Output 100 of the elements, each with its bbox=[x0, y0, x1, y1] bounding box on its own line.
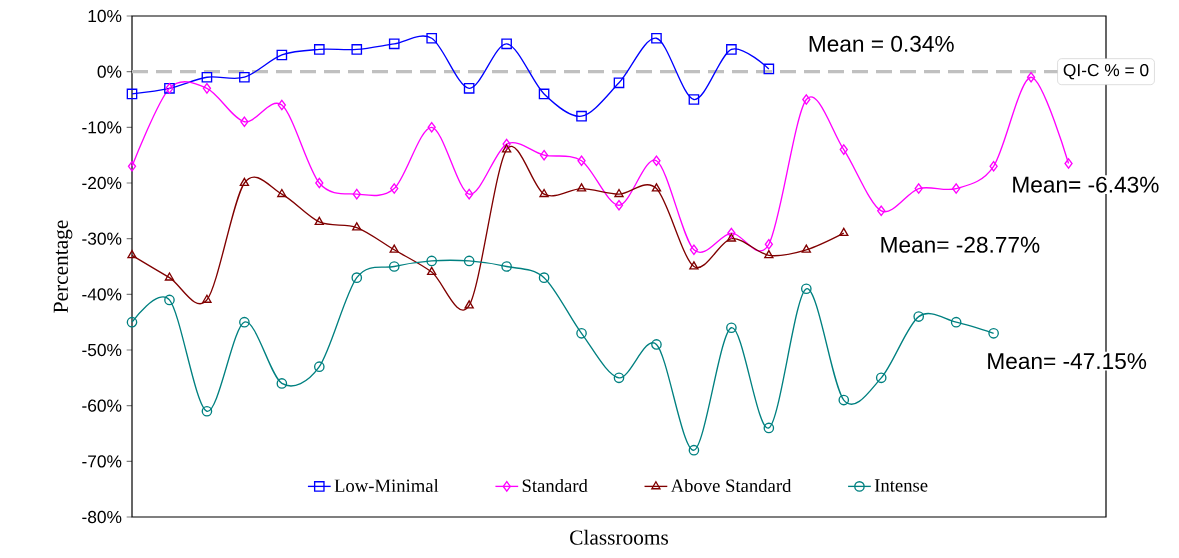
point bbox=[202, 83, 212, 94]
y-tick-label: -10% bbox=[82, 121, 122, 134]
point bbox=[613, 372, 625, 384]
point bbox=[352, 188, 361, 200]
point bbox=[913, 311, 925, 322]
point bbox=[426, 266, 437, 276]
point bbox=[763, 422, 775, 434]
point bbox=[164, 272, 175, 281]
point bbox=[1064, 158, 1073, 169]
point bbox=[652, 155, 661, 167]
point bbox=[314, 216, 325, 225]
point bbox=[875, 372, 887, 384]
point bbox=[802, 94, 811, 105]
point bbox=[351, 44, 363, 55]
point bbox=[427, 122, 436, 133]
point bbox=[240, 116, 249, 128]
point bbox=[277, 188, 287, 198]
point bbox=[464, 300, 474, 309]
point bbox=[388, 38, 400, 50]
point bbox=[989, 160, 998, 172]
point bbox=[689, 261, 699, 270]
annotation: Mean= -28.77% bbox=[881, 236, 1040, 253]
point bbox=[613, 77, 625, 89]
annotation: Mean = 0.34% bbox=[809, 35, 954, 52]
point bbox=[651, 183, 662, 192]
point bbox=[501, 144, 512, 153]
point bbox=[801, 244, 812, 253]
point bbox=[239, 177, 250, 187]
point bbox=[914, 183, 923, 194]
point bbox=[463, 83, 475, 94]
point bbox=[501, 261, 512, 272]
point bbox=[727, 227, 736, 239]
point bbox=[239, 316, 250, 328]
point bbox=[614, 199, 624, 211]
point bbox=[390, 183, 399, 194]
point bbox=[838, 394, 850, 406]
point bbox=[576, 183, 587, 192]
point bbox=[501, 38, 512, 50]
point bbox=[539, 188, 549, 198]
y-tick-label: -70% bbox=[82, 455, 122, 468]
point bbox=[538, 88, 550, 100]
y-axis-title: Percentage bbox=[53, 220, 73, 313]
legend-label: Low-Minimal bbox=[334, 478, 439, 493]
x-axis-title: Classrooms bbox=[570, 529, 669, 545]
point bbox=[877, 205, 886, 217]
point bbox=[276, 49, 288, 61]
point bbox=[764, 250, 774, 259]
y-tick-label: -60% bbox=[82, 399, 122, 412]
annotation: Mean= -47.15% bbox=[988, 353, 1147, 370]
y-tick-label: 10% bbox=[88, 9, 122, 23]
point bbox=[201, 405, 213, 417]
point bbox=[688, 444, 700, 456]
point bbox=[539, 149, 549, 161]
point bbox=[764, 238, 774, 250]
point bbox=[463, 255, 475, 267]
point bbox=[389, 244, 399, 253]
point bbox=[127, 160, 137, 172]
point bbox=[126, 316, 138, 328]
ref-line-label: QI-C % = 0 bbox=[1063, 63, 1149, 80]
y-tick-label: -20% bbox=[82, 176, 122, 190]
point bbox=[950, 316, 962, 328]
point bbox=[388, 261, 400, 272]
point bbox=[726, 44, 737, 55]
point bbox=[800, 283, 812, 295]
point bbox=[277, 99, 287, 111]
point bbox=[839, 227, 849, 237]
point bbox=[839, 144, 848, 155]
point bbox=[614, 188, 624, 198]
legend-label: Standard bbox=[522, 478, 588, 493]
point bbox=[426, 32, 438, 44]
point bbox=[276, 378, 288, 389]
point bbox=[464, 188, 474, 200]
y-tick-label: -30% bbox=[82, 232, 122, 245]
legend-label: Above Standard bbox=[670, 478, 792, 493]
point bbox=[315, 177, 324, 189]
point bbox=[651, 32, 662, 44]
point bbox=[988, 327, 999, 339]
point bbox=[313, 44, 325, 55]
point bbox=[763, 63, 775, 75]
point bbox=[426, 255, 438, 267]
point bbox=[651, 339, 662, 350]
point bbox=[726, 322, 737, 334]
point bbox=[577, 155, 586, 167]
point bbox=[1026, 71, 1036, 83]
point bbox=[313, 361, 325, 373]
point bbox=[352, 222, 362, 231]
point bbox=[351, 272, 363, 283]
point bbox=[239, 71, 250, 83]
point bbox=[576, 110, 587, 122]
point bbox=[576, 327, 587, 339]
point bbox=[951, 183, 961, 194]
point bbox=[164, 294, 175, 306]
point bbox=[502, 138, 511, 150]
point bbox=[538, 272, 550, 283]
y-tick-label: -40% bbox=[82, 288, 122, 301]
point bbox=[127, 250, 137, 259]
y-tick-label: -80% bbox=[82, 510, 122, 524]
point bbox=[689, 244, 699, 256]
y-tick-label: 0% bbox=[97, 65, 122, 78]
legend-label: Intense bbox=[874, 479, 928, 492]
